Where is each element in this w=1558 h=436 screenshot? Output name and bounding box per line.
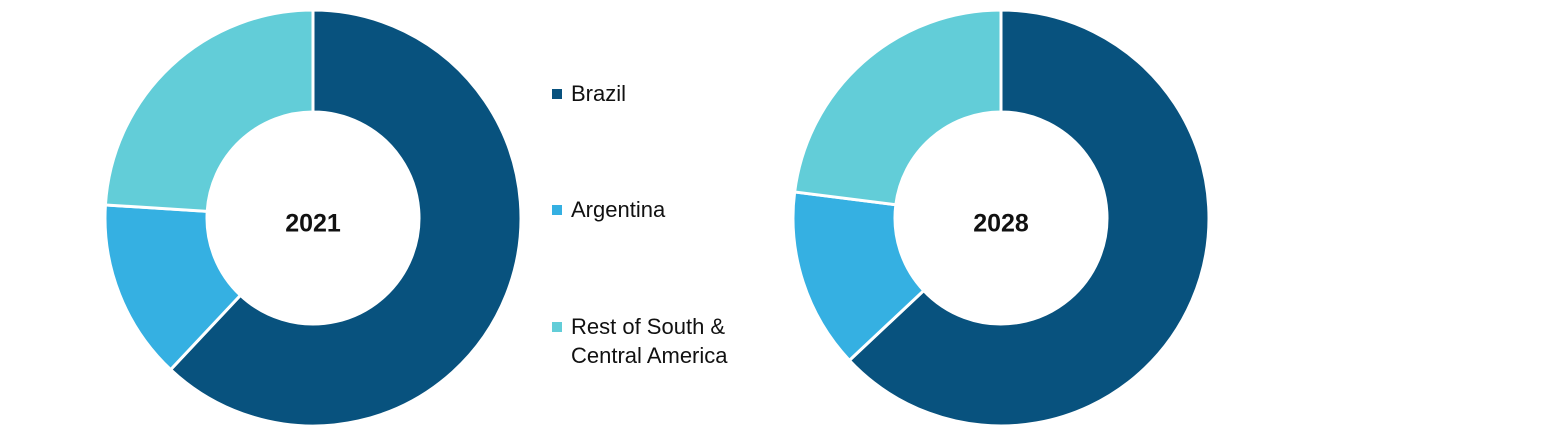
legend-item: Brazil — [552, 79, 772, 108]
legend-label: Brazil — [571, 81, 627, 106]
donut-segment — [791, 190, 926, 363]
legend-swatch — [552, 89, 562, 99]
legend-swatch — [552, 205, 562, 215]
donut-segment — [792, 8, 1003, 207]
donut-segment — [103, 8, 315, 213]
legend-label: Rest of South & Central America — [571, 314, 728, 368]
donut-segment — [847, 8, 1211, 428]
legend-label: Argentina — [571, 197, 666, 222]
legend-swatch — [552, 322, 562, 332]
legend-item: Rest of South & Central America — [552, 312, 772, 370]
center-title: 2021 — [285, 210, 341, 238]
donut-segment — [168, 8, 523, 428]
donut-segment — [103, 203, 243, 372]
legend-item: Argentina — [552, 195, 772, 224]
center-title: 2028 — [973, 210, 1029, 238]
